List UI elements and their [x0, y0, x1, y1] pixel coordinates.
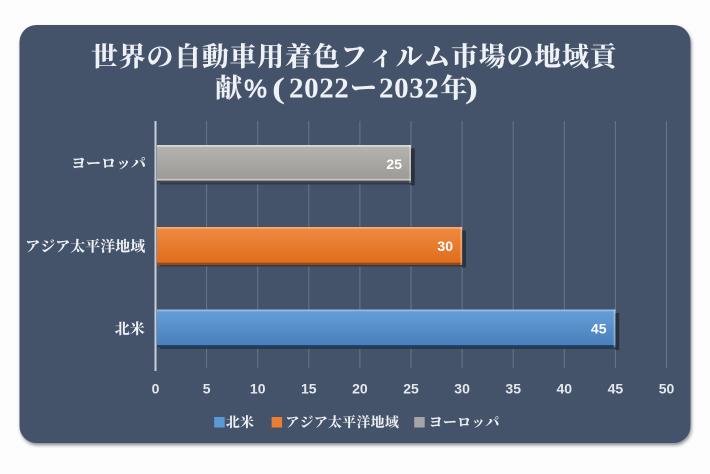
svg-text:40: 40 [557, 381, 573, 397]
svg-text:): ) [465, 72, 478, 105]
svg-text:30: 30 [437, 238, 453, 254]
svg-text:25: 25 [403, 381, 419, 397]
svg-text:0: 0 [152, 381, 160, 397]
svg-text:30: 30 [454, 381, 470, 397]
svg-text:45: 45 [608, 381, 624, 397]
svg-text:2022: 2022 [289, 73, 349, 105]
svg-text:(: ( [272, 72, 285, 105]
svg-text:50: 50 [659, 381, 675, 397]
svg-text:15: 15 [301, 381, 317, 397]
svg-text:%: % [244, 74, 267, 104]
svg-text:35: 35 [505, 381, 521, 397]
svg-text:10: 10 [250, 381, 266, 397]
svg-text:25: 25 [386, 156, 402, 172]
svg-text:2032: 2032 [379, 73, 439, 105]
svg-text:20: 20 [352, 381, 368, 397]
svg-text:45: 45 [591, 321, 607, 337]
svg-text:5: 5 [203, 381, 211, 397]
